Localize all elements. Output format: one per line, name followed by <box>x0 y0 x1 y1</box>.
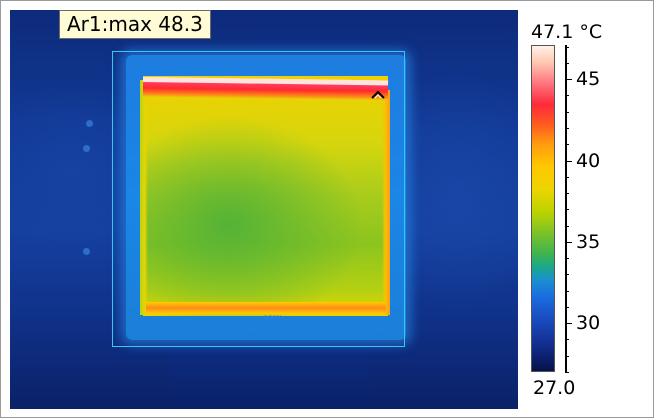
scale-minor-tick <box>565 339 569 340</box>
scale-minor-tick <box>565 193 569 194</box>
scale-minor-tick <box>565 177 569 178</box>
scale-tick-label: 45 <box>576 68 601 90</box>
scale-minor-tick <box>565 95 569 96</box>
scale-tick-label: 30 <box>576 312 601 334</box>
screen-bottom-strip <box>146 302 386 314</box>
scale-tick-label: 40 <box>576 150 601 172</box>
roi-rectangle[interactable] <box>112 51 405 347</box>
roi-label: Ar1:max 48.3 <box>59 10 211 39</box>
scale-major-tick <box>565 242 572 243</box>
color-scale-bar <box>531 45 555 372</box>
scale-major-tick <box>565 323 572 324</box>
scale-axis <box>565 45 567 372</box>
screen-left-edge <box>140 80 148 315</box>
screen-right-edge <box>382 90 390 315</box>
scale-major-tick <box>565 161 572 162</box>
background-spot <box>83 248 90 255</box>
scale-minor-tick <box>565 209 569 210</box>
background-spot <box>86 120 93 127</box>
scale-minor-tick <box>565 112 569 113</box>
scale-minor-tick <box>565 307 569 308</box>
scale-minor-tick <box>565 372 569 373</box>
scale-minor-tick <box>565 291 569 292</box>
monitor-base <box>170 346 370 409</box>
monitor-screen <box>143 76 388 316</box>
scale-minor-tick <box>565 128 569 129</box>
scale-minor-tick <box>565 356 569 357</box>
thermal-image: SONY <box>10 10 518 409</box>
scale-minor-tick <box>565 63 569 64</box>
scale-minor-tick <box>565 144 569 145</box>
scale-max-label: 47.1 °C <box>531 21 603 43</box>
scale-minor-tick <box>565 274 569 275</box>
scale-min-label: 27.0 <box>533 377 576 399</box>
scale-tick-label: 35 <box>576 231 601 253</box>
scale-minor-tick <box>565 226 569 227</box>
scale-major-tick <box>565 79 572 80</box>
hotspot-marker-icon <box>371 90 385 99</box>
scale-minor-tick <box>565 47 569 48</box>
monitor-logo: SONY <box>264 315 282 321</box>
scale-minor-tick <box>565 258 569 259</box>
background-spot <box>83 145 90 152</box>
